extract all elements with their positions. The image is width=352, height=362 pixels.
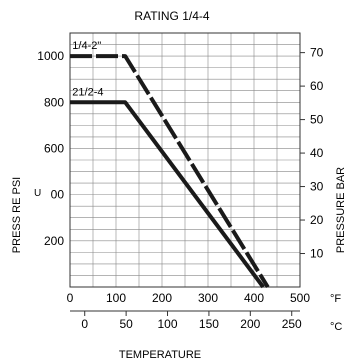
y-tick-label-psi: 1000 [37, 49, 64, 63]
y-axis-label-right: PRESSURE BAR [335, 167, 347, 253]
x-tick-label-celsius: 250 [282, 317, 302, 331]
grid-lines [69, 32, 301, 288]
series-labels: 1/4-2" 21/2-4 [72, 40, 103, 98]
y-axis-label-left: PRESS RE PSI [11, 177, 23, 253]
y-tick-label-bar: 40 [310, 146, 324, 160]
x-tick-label-celsius: 200 [240, 317, 260, 331]
y-tick-label-psi: 200 [44, 234, 64, 248]
y-tick-label-psi: 600 [44, 141, 64, 155]
x-tick-label-celsius: 0 [81, 317, 88, 331]
x-tick-label-celsius: 150 [199, 317, 219, 331]
x-axis-label: TEMPERATURE [119, 349, 201, 361]
x-tick-label-fahrenheit: 0 [67, 291, 74, 305]
x-tick-label-fahrenheit: 100 [106, 291, 126, 305]
y-tick-label-bar: 50 [310, 113, 324, 127]
y-tick-label-bar: 70 [310, 46, 324, 60]
x-tick-label-fahrenheit: 300 [198, 291, 218, 305]
series-line-two-half-to-four-inch [70, 100, 265, 289]
y-tick-label-psi: 00 [51, 188, 65, 202]
plot-frame [69, 32, 301, 288]
y-tick-label-psi: 800 [44, 95, 64, 109]
series-label-quarter-to-two-inch: 1/4-2" [72, 40, 101, 52]
y-axis-label-left-sub: U [34, 188, 41, 199]
x-unit-fahrenheit: °F [330, 293, 341, 305]
y-tick-label-bar: 30 [310, 180, 324, 194]
x-tick-label-celsius: 100 [158, 317, 178, 331]
series-line-quarter-to-two-inch [70, 54, 270, 289]
y-tick-label-bar: 10 [310, 247, 324, 261]
x-tick-label-fahrenheit: 200 [152, 291, 172, 305]
x-unit-celsius: °C [330, 321, 342, 333]
series-label-two-half-to-four-inch: 21/2-4 [72, 86, 103, 98]
series-lines [70, 54, 270, 289]
y-tick-label-bar: 60 [310, 79, 324, 93]
chart-title: RATING 1/4-4 [134, 9, 209, 23]
x-tick-label-fahrenheit: 400 [244, 291, 264, 305]
x-tick-label-celsius: 50 [119, 317, 133, 331]
y-tick-label-bar: 20 [310, 213, 324, 227]
x-tick-label-fahrenheit: 500 [290, 291, 310, 305]
